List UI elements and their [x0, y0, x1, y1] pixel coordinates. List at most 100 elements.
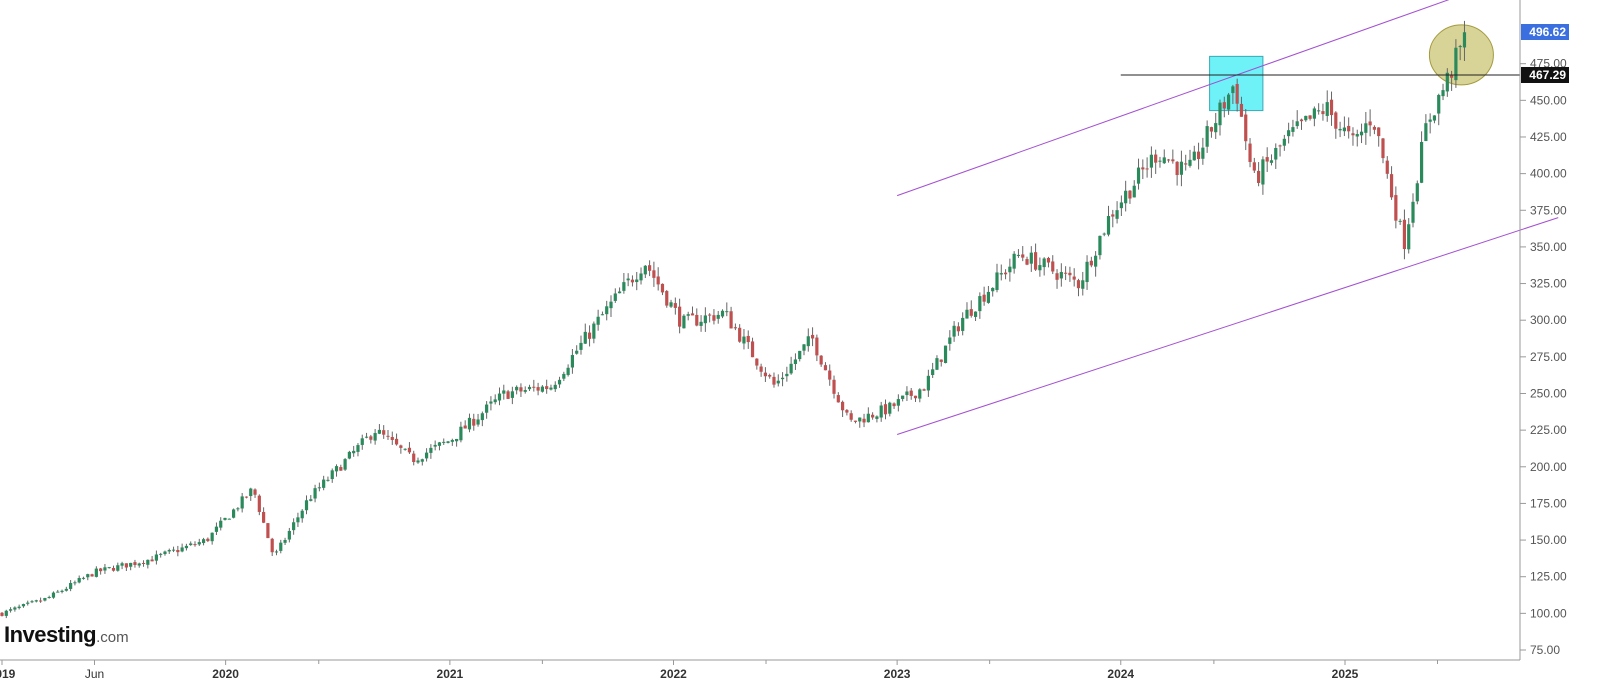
candle-down — [244, 496, 249, 498]
candle-up — [622, 282, 626, 291]
candle-down — [463, 425, 467, 429]
candle-up — [1205, 126, 1209, 147]
candle-down — [969, 309, 973, 316]
candle-down — [982, 294, 986, 302]
candle-up — [81, 577, 86, 579]
candle-up — [322, 479, 326, 488]
candle-down — [750, 341, 755, 358]
candle-up — [523, 390, 527, 392]
candle-down — [1003, 272, 1008, 275]
candle-up — [292, 522, 296, 531]
candle-up — [343, 459, 347, 470]
candle-up — [806, 336, 810, 347]
candle-up — [459, 426, 463, 441]
candle-down — [369, 436, 373, 440]
candle-up — [596, 316, 600, 325]
candle-down — [1184, 163, 1188, 165]
candle-up — [1029, 252, 1033, 264]
y-tick-label: 100.00 — [1530, 606, 1567, 620]
candle-up — [879, 405, 883, 418]
investing-logo: Investing.com — [4, 622, 129, 648]
candle-up — [60, 590, 64, 592]
candle-down — [111, 567, 116, 571]
candle-up — [742, 336, 746, 344]
candle-down — [1389, 174, 1394, 198]
candle-up — [300, 510, 304, 519]
candle-up — [94, 568, 98, 577]
candle-up — [30, 601, 34, 603]
candle-down — [673, 303, 677, 308]
candle-up — [334, 466, 339, 472]
candle-down — [1248, 143, 1252, 162]
x-tick-label: 2019 — [0, 667, 16, 681]
candle-down — [828, 370, 832, 380]
candle-up — [43, 598, 47, 601]
candle-down — [1299, 119, 1304, 122]
y-tick-label: 250.00 — [1530, 386, 1567, 400]
candle-up — [446, 441, 450, 443]
candle-up — [317, 487, 321, 489]
candle-down — [90, 574, 94, 577]
y-tick-label: 175.00 — [1530, 496, 1567, 510]
candle-down — [733, 327, 737, 329]
candle-down — [956, 326, 960, 332]
candle-up — [274, 551, 279, 553]
x-tick-label: 2024 — [1107, 667, 1134, 681]
candle-down — [1128, 190, 1132, 199]
candle-up — [1124, 190, 1128, 204]
candle-down — [1321, 111, 1325, 115]
candle-up — [4, 610, 8, 616]
candle-up — [184, 545, 189, 549]
candle-down — [412, 453, 416, 463]
candle-up — [682, 315, 686, 329]
candle-up — [1179, 161, 1184, 175]
candle-up — [931, 369, 935, 376]
candle-up — [450, 439, 454, 442]
candle-up — [283, 539, 287, 543]
candle-down — [853, 420, 858, 422]
candle-down — [1111, 214, 1115, 217]
candle-up — [416, 460, 420, 463]
candle-up — [424, 452, 429, 459]
candle-up — [34, 600, 38, 602]
candle-up — [1269, 160, 1274, 163]
candle-up — [1415, 183, 1419, 202]
candle-up — [429, 447, 433, 453]
candle-up — [510, 391, 514, 398]
candle-down — [768, 375, 772, 377]
x-tick-label: 2023 — [884, 667, 911, 681]
candle-up — [485, 404, 489, 413]
candle-down — [1347, 125, 1351, 132]
candle-down — [630, 279, 635, 283]
candle-up — [703, 315, 707, 324]
candle-up — [1214, 123, 1218, 133]
candle-down — [913, 395, 918, 399]
candle-up — [527, 386, 532, 390]
candle-up — [1201, 147, 1205, 159]
candle-down — [38, 600, 43, 602]
candle-down — [652, 270, 656, 278]
candle-down — [133, 562, 137, 566]
candle-up — [866, 413, 870, 423]
candle-up — [171, 549, 176, 551]
candle-up — [600, 314, 605, 316]
candle-up — [64, 588, 68, 591]
candle-down — [1196, 151, 1201, 160]
candle-up — [442, 441, 446, 443]
candle-down — [1351, 133, 1355, 136]
candle-up — [626, 278, 630, 281]
candle-up — [210, 532, 214, 542]
candle-up — [999, 273, 1003, 275]
candle-up — [403, 448, 407, 450]
candle-down — [1141, 167, 1145, 170]
logo-suffix: .com — [96, 629, 129, 646]
candle-up — [433, 444, 437, 447]
candle-down — [407, 447, 412, 453]
candle-up — [1445, 72, 1449, 92]
candle-up — [1424, 123, 1428, 142]
candle-up — [1081, 280, 1085, 289]
x-tick-label: 2022 — [660, 667, 687, 681]
y-tick-label: 450.00 — [1530, 93, 1567, 107]
candle-up — [553, 384, 557, 390]
candle-up — [635, 279, 639, 283]
